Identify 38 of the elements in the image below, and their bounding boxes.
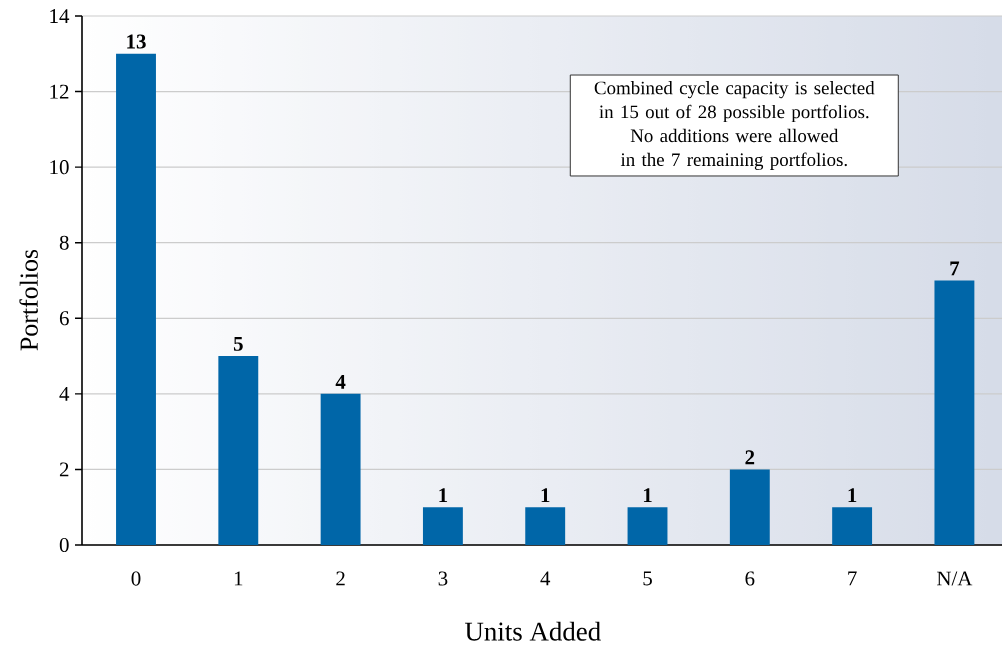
y-tick-label: 4 — [59, 386, 70, 401]
bar — [832, 507, 873, 545]
bar — [627, 507, 668, 545]
bar — [525, 507, 566, 545]
x-tick-label: 0 — [131, 571, 141, 586]
data-label: 1 — [643, 488, 652, 503]
x-tick-label: 5 — [643, 571, 652, 586]
x-tick-label: N/A — [937, 571, 973, 586]
y-axis-title: Portfolios — [19, 249, 38, 351]
y-tick-label: 2 — [59, 462, 69, 477]
data-label: 2 — [745, 450, 755, 465]
y-tick-label: 6 — [59, 311, 69, 326]
x-tick-label: 1 — [234, 571, 243, 586]
data-label: 7 — [950, 261, 960, 276]
data-label: 1 — [848, 488, 857, 503]
y-tick-label: 8 — [59, 235, 69, 250]
x-tick-label: 2 — [336, 571, 345, 586]
bar — [218, 356, 259, 545]
data-label: 13 — [127, 34, 146, 49]
x-tick-label: 4 — [540, 571, 551, 586]
data-label: 5 — [233, 336, 243, 351]
bar — [422, 507, 463, 545]
annotation: Combined cycle capacity is selected in 15 out of 28 possible portfolios. No additions were allowed in the 7 remaining portfolios. — [594, 81, 875, 170]
x-axis-title: Units Added — [465, 621, 601, 641]
bar — [729, 469, 770, 545]
y-tick-label: 12 — [50, 84, 69, 99]
y-tick-label: 10 — [50, 160, 69, 175]
x-tick-label: 6 — [745, 571, 755, 586]
data-label: 1 — [439, 488, 448, 503]
y-tick-label: 14 — [50, 9, 70, 23]
x-tick-label: 3 — [438, 571, 448, 586]
x-tick-label: 7 — [848, 571, 857, 586]
y-tick-label: 0 — [59, 537, 69, 553]
data-label: 4 — [335, 374, 346, 389]
bar — [934, 280, 975, 545]
bar — [116, 53, 156, 545]
bar — [320, 393, 361, 545]
data-label: 1 — [541, 488, 550, 503]
